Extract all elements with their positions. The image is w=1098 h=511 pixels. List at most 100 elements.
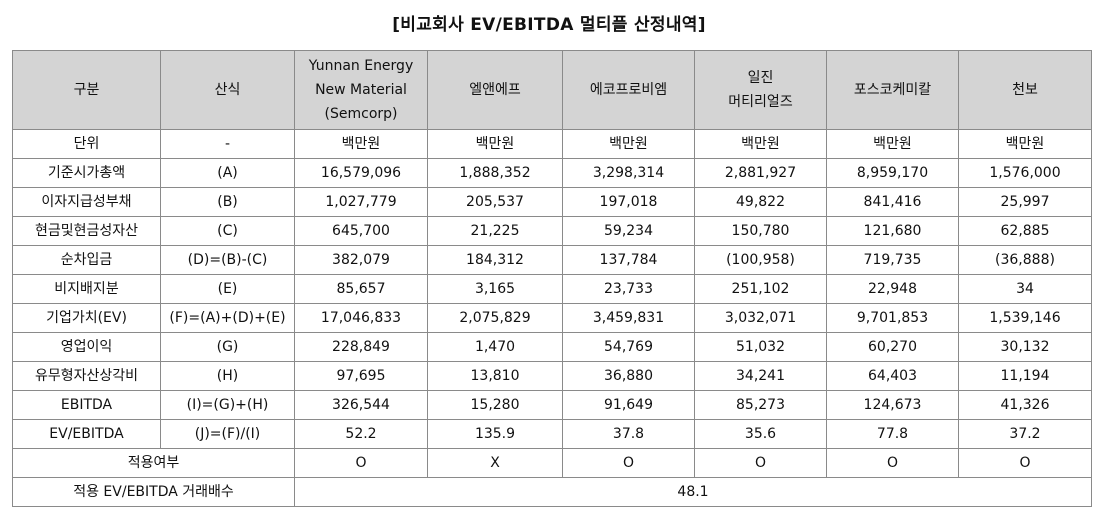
- cell-value: 37.2: [958, 419, 1092, 449]
- header-row: 구분 산식 Yunnan Energy New Material (Semcor…: [12, 50, 1092, 130]
- cell-value: 37.8: [562, 419, 695, 449]
- cell-value: 1,470: [427, 332, 563, 362]
- cell-value: 841,416: [826, 187, 959, 217]
- cell-value: 49,822: [694, 187, 827, 217]
- cell-value: 11,194: [958, 361, 1092, 391]
- header-company-line: 머티리얼즈: [728, 94, 793, 110]
- header-company-line: (Semcorp): [324, 106, 398, 122]
- cell-value: (36,888): [958, 245, 1092, 275]
- cell-value: 382,079: [294, 245, 428, 275]
- cell-value: 41,326: [958, 390, 1092, 420]
- cell-value: 백만원: [694, 129, 827, 159]
- table-row-net-debt: 순차입금 (D)=(B)-(C) 382,079 184,312 137,784…: [12, 245, 1092, 275]
- cell-value: 3,298,314: [562, 158, 695, 188]
- cell-value: 62,885: [958, 216, 1092, 246]
- cell-value: 백만원: [294, 129, 428, 159]
- header-company-line: 에코프로비엠: [589, 82, 668, 98]
- cell-value: O: [826, 448, 959, 478]
- ev-ebitda-table: 구분 산식 Yunnan Energy New Material (Semcor…: [12, 50, 1092, 507]
- table-row-interest-debt: 이자지급성부채 (B) 1,027,779 205,537 197,018 49…: [12, 187, 1092, 217]
- cell-value: 9,701,853: [826, 303, 959, 333]
- cell-value: 22,948: [826, 274, 959, 304]
- cell-value: 백만원: [427, 129, 563, 159]
- header-company: 포스코케미칼: [826, 50, 959, 130]
- table-title: [비교회사 EV/EBITDA 멀티플 산정내역]: [392, 15, 706, 35]
- cell-value: 16,579,096: [294, 158, 428, 188]
- header-company-line: 포스코케미칼: [853, 82, 932, 98]
- cell-value: 8,959,170: [826, 158, 959, 188]
- row-formula: (D)=(B)-(C): [160, 245, 295, 275]
- cell-value: 91,649: [562, 390, 695, 420]
- cell-value: 34: [958, 274, 1092, 304]
- header-company-line: 엘앤에프: [469, 82, 521, 98]
- cell-value: 135.9: [427, 419, 563, 449]
- row-label: 유무형자산상각비: [12, 361, 161, 391]
- row-formula: (H): [160, 361, 295, 391]
- cell-value: 77.8: [826, 419, 959, 449]
- cell-value: 85,273: [694, 390, 827, 420]
- table-row-cash: 현금및현금성자산 (C) 645,700 21,225 59,234 150,7…: [12, 216, 1092, 246]
- cell-value: 85,657: [294, 274, 428, 304]
- row-label: 순차입금: [12, 245, 161, 275]
- cell-value: 15,280: [427, 390, 563, 420]
- cell-value: 205,537: [427, 187, 563, 217]
- cell-value: 719,735: [826, 245, 959, 275]
- cell-value: 1,027,779: [294, 187, 428, 217]
- cell-value: 백만원: [562, 129, 695, 159]
- table-row-market-cap: 기준시가총액 (A) 16,579,096 1,888,352 3,298,31…: [12, 158, 1092, 188]
- header-company: 천보: [958, 50, 1092, 130]
- cell-value: 2,075,829: [427, 303, 563, 333]
- cell-value: 25,997: [958, 187, 1092, 217]
- cell-value: 백만원: [958, 129, 1092, 159]
- table-row-final-multiple: 적용 EV/EBITDA 거래배수 48.1: [12, 477, 1092, 507]
- cell-value: 36,880: [562, 361, 695, 391]
- cell-value: 51,032: [694, 332, 827, 362]
- cell-value: 64,403: [826, 361, 959, 391]
- row-label: 영업이익: [12, 332, 161, 362]
- cell-value: 645,700: [294, 216, 428, 246]
- row-label: 비지배지분: [12, 274, 161, 304]
- cell-value: O: [958, 448, 1092, 478]
- cell-value: 197,018: [562, 187, 695, 217]
- cell-value: O: [562, 448, 695, 478]
- cell-value: 97,695: [294, 361, 428, 391]
- row-label: EBITDA: [12, 390, 161, 420]
- cell-value: O: [294, 448, 428, 478]
- row-formula: (J)=(F)/(I): [160, 419, 295, 449]
- cell-value: O: [694, 448, 827, 478]
- cell-value: 137,784: [562, 245, 695, 275]
- cell-value: 3,459,831: [562, 303, 695, 333]
- row-formula: (G): [160, 332, 295, 362]
- row-formula: (A): [160, 158, 295, 188]
- cell-value: 30,132: [958, 332, 1092, 362]
- cell-value: 251,102: [694, 274, 827, 304]
- row-label: 단위: [12, 129, 161, 159]
- header-company: 엘앤에프: [427, 50, 563, 130]
- row-label: 기업가치(EV): [12, 303, 161, 333]
- row-label: 기준시가총액: [12, 158, 161, 188]
- cell-value: X: [427, 448, 563, 478]
- table-row-applied: 적용여부 O X O O O O: [12, 448, 1092, 478]
- header-company: Yunnan Energy New Material (Semcorp): [294, 50, 428, 130]
- table-row-depreciation: 유무형자산상각비 (H) 97,695 13,810 36,880 34,241…: [12, 361, 1092, 391]
- cell-value: 34,241: [694, 361, 827, 391]
- cell-value: 1,576,000: [958, 158, 1092, 188]
- cell-value: 35.6: [694, 419, 827, 449]
- cell-value: 52.2: [294, 419, 428, 449]
- final-multiple-value: 48.1: [294, 477, 1092, 507]
- cell-value: 121,680: [826, 216, 959, 246]
- table-row-minority-interest: 비지배지분 (E) 85,657 3,165 23,733 251,102 22…: [12, 274, 1092, 304]
- table-row-ebitda: EBITDA (I)=(G)+(H) 326,544 15,280 91,649…: [12, 390, 1092, 420]
- row-formula: (B): [160, 187, 295, 217]
- row-formula: (F)=(A)+(D)+(E): [160, 303, 295, 333]
- cell-value: 3,032,071: [694, 303, 827, 333]
- cell-value: 59,234: [562, 216, 695, 246]
- row-formula: -: [160, 129, 295, 159]
- table-row-enterprise-value: 기업가치(EV) (F)=(A)+(D)+(E) 17,046,833 2,07…: [12, 303, 1092, 333]
- header-formula: 산식: [160, 50, 295, 130]
- row-label: 적용 EV/EBITDA 거래배수: [12, 477, 295, 507]
- header-company: 일진 머티리얼즈: [694, 50, 827, 130]
- row-label: 이자지급성부채: [12, 187, 161, 217]
- cell-value: 21,225: [427, 216, 563, 246]
- header-company: 에코프로비엠: [562, 50, 695, 130]
